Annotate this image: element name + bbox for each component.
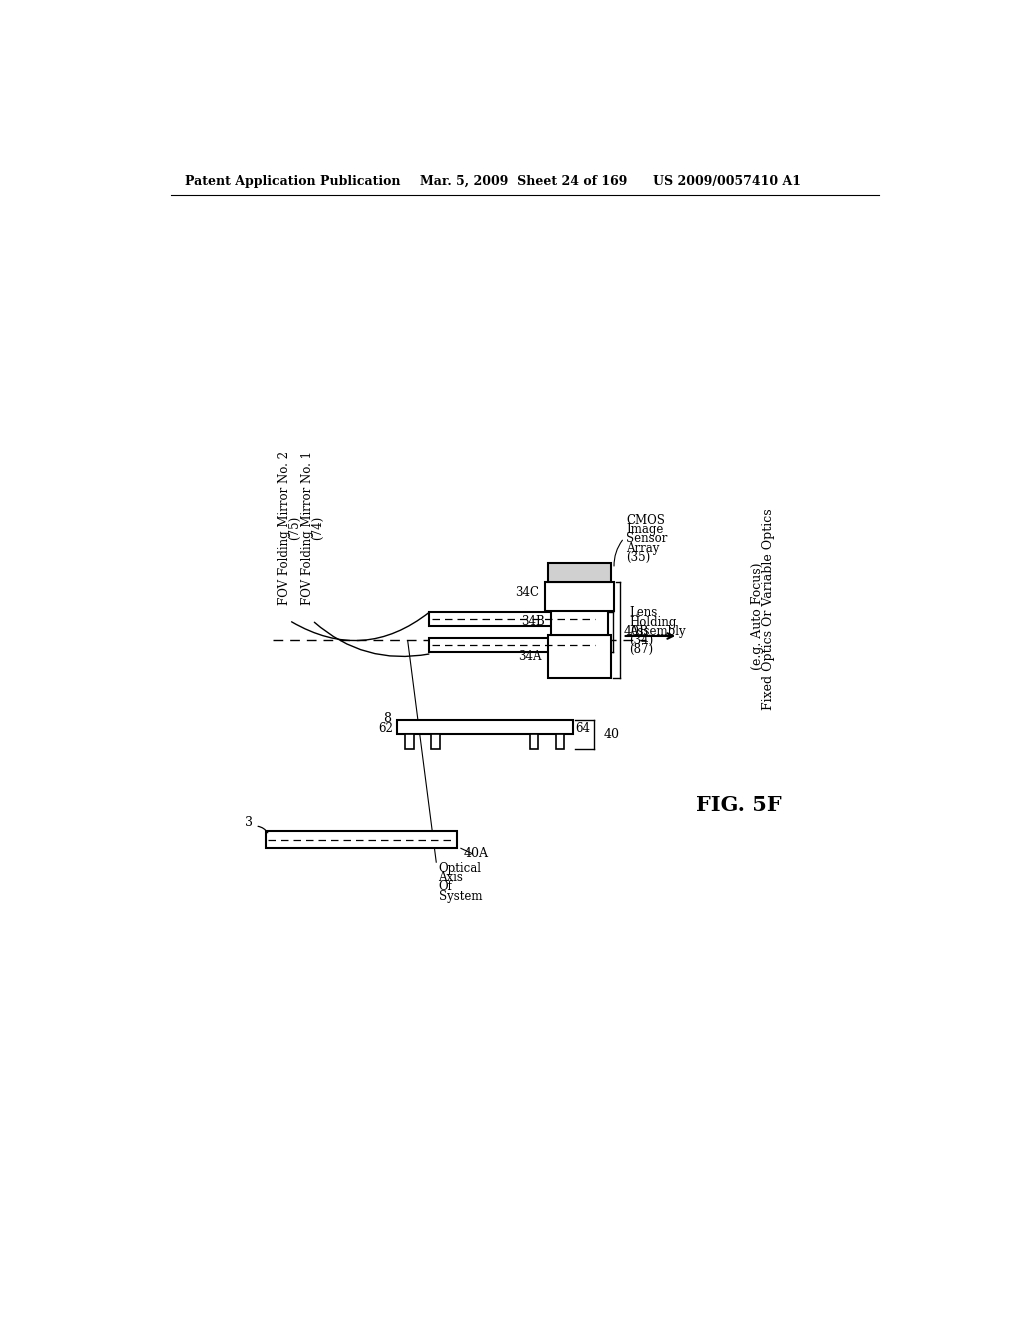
Text: Assembly: Assembly [630, 624, 686, 638]
Text: (35): (35) [627, 550, 650, 564]
Text: FIG. 5F: FIG. 5F [696, 795, 781, 816]
Text: 40A: 40A [463, 847, 488, 861]
Text: (87): (87) [630, 643, 653, 656]
Bar [431, 734, 439, 748]
Bar [548, 635, 611, 677]
Text: Array: Array [627, 541, 659, 554]
Bar [551, 609, 608, 635]
Text: Image: Image [627, 523, 664, 536]
Text: 64: 64 [575, 722, 591, 735]
Text: 34A: 34A [518, 649, 542, 663]
Bar [397, 719, 572, 734]
Bar [266, 832, 457, 849]
Bar [548, 564, 611, 582]
Text: Fixed Optics Or Variable Optics: Fixed Optics Or Variable Optics [762, 508, 774, 710]
Text: (34): (34) [630, 634, 653, 647]
Text: (74): (74) [311, 516, 325, 540]
Text: 62: 62 [378, 722, 393, 735]
Text: 3: 3 [245, 816, 253, 829]
Bar [429, 638, 597, 652]
Bar [556, 734, 564, 748]
Text: 40B: 40B [624, 626, 648, 639]
Text: 8: 8 [383, 713, 391, 726]
Text: Lens: Lens [630, 606, 657, 619]
Text: FOV Folding Mirror No. 2: FOV Folding Mirror No. 2 [279, 451, 291, 605]
Text: System: System [438, 890, 482, 903]
Bar [406, 734, 414, 748]
Text: Mar. 5, 2009  Sheet 24 of 169: Mar. 5, 2009 Sheet 24 of 169 [420, 176, 627, 187]
Text: 34C: 34C [515, 586, 539, 599]
Text: FOV Folding Mirror No. 1: FOV Folding Mirror No. 1 [301, 451, 314, 605]
Text: (75): (75) [288, 516, 301, 540]
Text: Holding: Holding [630, 615, 677, 628]
Text: Optical: Optical [438, 862, 481, 875]
Text: US 2009/0057410 A1: US 2009/0057410 A1 [653, 176, 802, 187]
Text: CMOS: CMOS [627, 513, 666, 527]
Text: Patent Application Publication: Patent Application Publication [184, 176, 400, 187]
Text: 40: 40 [604, 727, 621, 741]
Text: Sensor: Sensor [627, 532, 668, 545]
Bar [529, 734, 539, 748]
Text: 34B: 34B [521, 615, 545, 628]
Bar [429, 612, 597, 626]
Bar [545, 582, 614, 611]
Text: (e.g. Auto Focus): (e.g. Auto Focus) [751, 562, 764, 671]
Text: Of: Of [438, 880, 453, 894]
Text: Axis: Axis [438, 871, 464, 884]
